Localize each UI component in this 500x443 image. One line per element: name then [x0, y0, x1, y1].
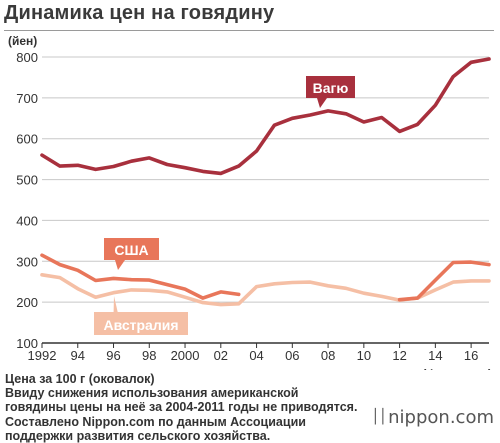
y-tick-label: 200 — [16, 295, 38, 310]
series-line-usa — [397, 260, 491, 302]
x-tick-label: 14 — [428, 348, 442, 363]
x-axis-label: (фин. годы) — [422, 367, 492, 370]
grid-lines — [42, 56, 489, 303]
x-tick-label: 98 — [142, 348, 156, 363]
note-line: поддержки развития сельского хозяйства. — [5, 428, 271, 443]
title-divider — [4, 30, 494, 31]
callout-text: США — [114, 242, 148, 258]
y-tick-label: 100 — [16, 336, 38, 351]
label-wagyu: Вагю — [306, 76, 355, 108]
x-tick-label: 16 — [464, 348, 478, 363]
x-tick-label: 2000 — [171, 348, 200, 363]
y-tick-label: 800 — [16, 50, 38, 65]
label-usa: США — [104, 238, 159, 270]
callout-box — [306, 76, 355, 98]
x-tick-label: 10 — [357, 348, 371, 363]
x-tick-label: 04 — [249, 348, 263, 363]
series-line-wagyu — [40, 57, 491, 176]
series-line-usa — [40, 253, 241, 300]
logo-text: nippon.com — [388, 407, 494, 428]
y-tick-label: 600 — [16, 132, 38, 147]
note-line: Составлено Nippon.com по данным Ассоциац… — [5, 414, 306, 429]
callout-pointer — [115, 260, 125, 270]
y-tick-label: 400 — [16, 213, 38, 228]
label-australia: Австралия — [94, 296, 188, 335]
chart-notes: Цена за 100 г (оковалок) Ввиду снижения … — [5, 372, 357, 443]
x-tick-label: 96 — [106, 348, 120, 363]
series-labels: Вагю США Австралия — [94, 76, 355, 335]
series-lines — [40, 57, 491, 307]
line-chart: 100 200 300 400 500 600 700 800 (йен) 1992 94 96 98 2… — [8, 34, 492, 370]
callout-text: Австралия — [103, 317, 178, 333]
x-tick-label: 94 — [71, 348, 85, 363]
callout-box — [94, 312, 188, 335]
note-line: говядины цены на неё за 2004-2011 годы н… — [5, 400, 358, 415]
nippon-logo: ││ nippon.com — [371, 407, 494, 428]
logo-icon: ││ — [371, 409, 387, 425]
x-tick-label: 02 — [214, 348, 228, 363]
callout-box — [104, 238, 159, 260]
axes: 100 200 300 400 500 600 700 800 (йен) 1992 94 96 98 2… — [8, 34, 492, 370]
x-tick-label: 12 — [392, 348, 406, 363]
chart-title: Динамика цен на говядину — [4, 2, 275, 24]
x-tick-label: 08 — [321, 348, 335, 363]
y-tick-label: 300 — [16, 254, 38, 269]
callout-pointer — [317, 98, 327, 108]
y-tick-label: 500 — [16, 173, 38, 188]
x-tick-label: 1992 — [28, 348, 57, 363]
x-tick-label: 06 — [285, 348, 299, 363]
y-tick-label: 700 — [16, 91, 38, 106]
callout-text: Вагю — [313, 80, 349, 96]
note-line: Цена за 100 г (оковалок) — [5, 372, 155, 386]
y-axis-label: (йен) — [8, 34, 37, 48]
note-line: Ввиду снижения использования американско… — [5, 386, 299, 401]
